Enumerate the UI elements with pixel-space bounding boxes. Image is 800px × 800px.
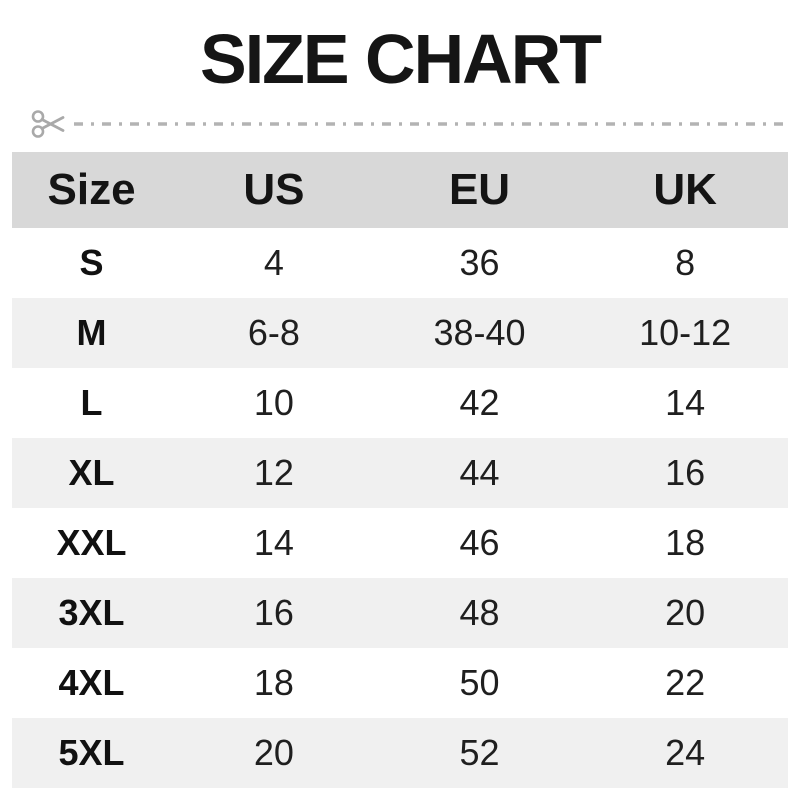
uk-cell: 8 bbox=[675, 242, 696, 283]
size-cell: 5XL bbox=[12, 718, 172, 788]
table-row-xxl: XXL 14 46 18 bbox=[12, 508, 788, 578]
size-cell: S bbox=[79, 242, 104, 283]
header-row: Size US EU UK bbox=[12, 152, 788, 228]
us-cell: 16 bbox=[171, 578, 377, 648]
eu-cell: 42 bbox=[459, 382, 500, 423]
us-cell: 4 bbox=[263, 242, 284, 283]
uk-cell: 18 bbox=[665, 522, 706, 563]
us-cell: 20 bbox=[171, 718, 377, 788]
size-cell: 3XL bbox=[12, 578, 172, 648]
size-cell: M bbox=[12, 298, 172, 368]
table-row-4xl: 4XL 18 50 22 bbox=[12, 648, 788, 718]
table-row-5xl: 5XL 20 52 24 bbox=[12, 718, 788, 788]
eu-cell: 50 bbox=[459, 662, 500, 703]
uk-cell: 20 bbox=[582, 578, 788, 648]
eu-cell: 48 bbox=[376, 578, 583, 648]
us-cell: 6-8 bbox=[171, 298, 377, 368]
column-header-size: Size bbox=[12, 152, 172, 228]
column-header-uk: UK bbox=[582, 152, 788, 228]
dashed-cut-line bbox=[74, 122, 788, 126]
uk-cell: 10-12 bbox=[582, 298, 788, 368]
size-chart-table: Size US EU UK S 4 36 8 M 6-8 38-40 10-12… bbox=[12, 152, 788, 788]
table-row-3xl: 3XL 16 48 20 bbox=[12, 578, 788, 648]
size-cell: XXL bbox=[56, 522, 127, 563]
us-cell: 18 bbox=[253, 662, 294, 703]
uk-cell: 16 bbox=[582, 438, 788, 508]
page-title: SIZE CHART bbox=[200, 20, 602, 98]
size-cell: L bbox=[80, 382, 103, 423]
table-row-m: M 6-8 38-40 10-12 bbox=[12, 298, 788, 368]
column-header-eu: EU bbox=[376, 152, 583, 228]
uk-cell: 24 bbox=[582, 718, 788, 788]
uk-cell: 14 bbox=[665, 382, 706, 423]
eu-cell: 46 bbox=[459, 522, 500, 563]
scissors-icon bbox=[31, 110, 65, 138]
table-row-xl: XL 12 44 16 bbox=[12, 438, 788, 508]
us-cell: 10 bbox=[253, 382, 294, 423]
size-cell: 4XL bbox=[58, 662, 125, 703]
table-row-l: L 10 42 14 bbox=[12, 368, 788, 438]
us-cell: 14 bbox=[253, 522, 294, 563]
us-cell: 12 bbox=[171, 438, 377, 508]
eu-cell: 36 bbox=[459, 242, 500, 283]
eu-cell: 38-40 bbox=[376, 298, 583, 368]
table-row-s: S 4 36 8 bbox=[12, 228, 788, 298]
cut-line bbox=[30, 106, 788, 142]
eu-cell: 44 bbox=[376, 438, 583, 508]
size-cell: XL bbox=[12, 438, 172, 508]
uk-cell: 22 bbox=[665, 662, 706, 703]
eu-cell: 52 bbox=[376, 718, 583, 788]
column-header-us: US bbox=[171, 152, 377, 228]
